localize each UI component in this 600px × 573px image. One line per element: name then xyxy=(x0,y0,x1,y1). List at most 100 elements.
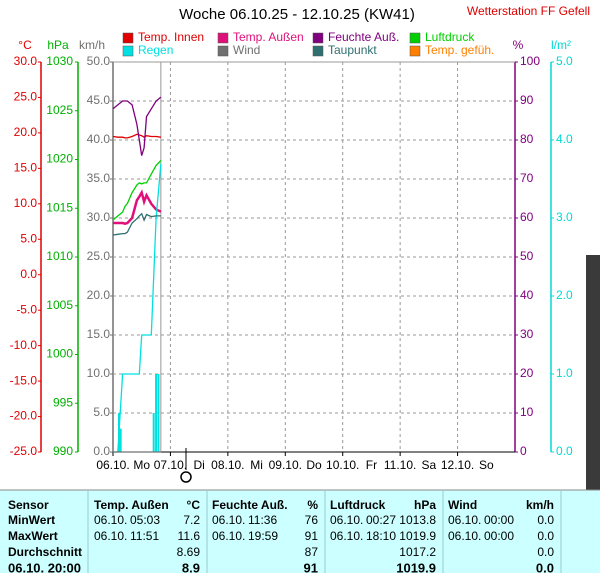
y-tick-label: 3.0 xyxy=(556,210,573,224)
y-axis-title: hPa xyxy=(47,38,69,52)
y-tick-label: 1025 xyxy=(46,103,73,117)
table-value: 0.0 xyxy=(537,513,554,527)
series-line xyxy=(112,160,162,221)
table-value: 8.9 xyxy=(182,560,200,573)
y-tick-label: 0.0 xyxy=(20,267,37,281)
table-time: 00:00 xyxy=(484,529,514,543)
y-tick-label: 40.0 xyxy=(87,132,111,146)
y-tick-label: 70 xyxy=(520,171,534,185)
y-tick-label: 1030 xyxy=(46,54,73,68)
table-header: Sensor xyxy=(8,498,49,512)
series-line xyxy=(113,189,162,226)
y-tick-label: 50.0 xyxy=(87,54,111,68)
y-tick-label: 1000 xyxy=(46,347,73,361)
legend-label: Temp. gefüh. xyxy=(425,43,494,57)
legend-swatch xyxy=(122,32,134,44)
table-time: 11:36 xyxy=(248,513,277,527)
legend-swatch xyxy=(217,45,229,57)
y-tick-label: 1015 xyxy=(46,200,73,214)
x-tick-label: 07.10. xyxy=(154,458,187,472)
table-row-label: MinWert xyxy=(8,513,55,527)
table-value: 1019.9 xyxy=(396,560,436,573)
y-tick-label: 0.0 xyxy=(93,444,110,458)
series-line xyxy=(112,212,161,236)
table-row-label: 06.10. 20:00 xyxy=(8,560,81,573)
table-value: 1017.2 xyxy=(399,545,436,559)
table-header-unit: °C xyxy=(187,498,201,512)
y-tick-label: 20.0 xyxy=(87,288,111,302)
y-tick-label: 30 xyxy=(520,327,534,341)
y-tick-label: -5.0 xyxy=(16,302,37,316)
day-name: Sa xyxy=(422,458,437,472)
x-tick-label: 09.10. xyxy=(269,458,302,472)
table-header: Temp. Außen xyxy=(94,498,169,512)
legend-swatch xyxy=(312,32,324,44)
legend-swatch xyxy=(312,45,324,57)
y-tick-label: 20.0 xyxy=(14,125,38,139)
legend-label: Taupunkt xyxy=(328,43,377,57)
rain-bar xyxy=(152,413,155,452)
table-time: 00:27 xyxy=(366,513,396,527)
table-header: Feuchte Auß. xyxy=(212,498,288,512)
day-name: Fr xyxy=(366,458,377,472)
table-time: 11:51 xyxy=(130,529,159,543)
table-time: 00:00 xyxy=(484,513,514,527)
y-tick-label: 30.0 xyxy=(14,54,38,68)
y-tick-label: 20 xyxy=(520,366,534,380)
y-axis-title: km/h xyxy=(79,38,105,52)
table-value: 8.69 xyxy=(177,545,201,559)
table-date: 06.10. xyxy=(212,529,245,543)
y-tick-label: 5.0 xyxy=(20,231,37,245)
y-tick-label: 35.0 xyxy=(87,171,111,185)
table-value: 0.0 xyxy=(537,529,554,543)
table-header-unit: km/h xyxy=(526,498,554,512)
table-date: 06.10. xyxy=(94,529,127,543)
x-tick-label: 06.10. xyxy=(96,458,129,472)
y-tick-label: 990 xyxy=(53,444,73,458)
table-header-unit: hPa xyxy=(414,498,436,512)
series-line xyxy=(113,163,162,453)
legend-swatch xyxy=(217,32,229,44)
scroll-marker xyxy=(180,471,192,483)
y-tick-label: 30.0 xyxy=(87,210,111,224)
table-value: 87 xyxy=(305,545,319,559)
legend-swatch xyxy=(409,32,421,44)
day-name: Di xyxy=(193,458,204,472)
y-tick-label: 2.0 xyxy=(556,288,573,302)
y-tick-label: 5.0 xyxy=(556,54,573,68)
day-name: Mo xyxy=(133,458,150,472)
rain-bar xyxy=(119,428,122,452)
table-date: 06.10. xyxy=(448,529,481,543)
y-tick-label: 60 xyxy=(520,210,534,224)
table-row-label: MaxWert xyxy=(8,529,58,543)
table-time: 19:59 xyxy=(248,529,278,543)
y-axis-title: l/m² xyxy=(551,38,571,52)
table-value: 11.6 xyxy=(178,529,201,543)
series-line xyxy=(112,96,162,156)
legend-label: Temp. Außen xyxy=(233,30,304,44)
day-name: Mi xyxy=(250,458,263,472)
y-tick-label: 15.0 xyxy=(87,327,111,341)
table-value: 7.2 xyxy=(183,513,200,527)
y-tick-label: 1010 xyxy=(46,249,73,263)
legend-label: Regen xyxy=(138,43,173,57)
x-tick-label: 11.10. xyxy=(384,458,416,472)
table-value: 1019.9 xyxy=(399,529,436,543)
x-tick-label: 12.10. xyxy=(441,458,474,472)
y-tick-label: 1020 xyxy=(46,152,73,166)
y-tick-label: 0.0 xyxy=(556,444,573,458)
y-tick-label: 0 xyxy=(520,444,527,458)
legend-label: Feuchte Auß. xyxy=(328,30,399,44)
table-value: 91 xyxy=(304,560,318,573)
day-name: Do xyxy=(306,458,322,472)
table-header: Wind xyxy=(448,498,477,512)
table-background xyxy=(0,490,600,573)
legend-label: Temp. Innen xyxy=(138,30,204,44)
table-header: Luftdruck xyxy=(330,498,386,512)
y-tick-label: 1005 xyxy=(46,298,73,312)
legend-label: Luftdruck xyxy=(425,30,475,44)
legend-swatch xyxy=(122,45,134,57)
y-tick-label: 25.0 xyxy=(87,249,111,263)
